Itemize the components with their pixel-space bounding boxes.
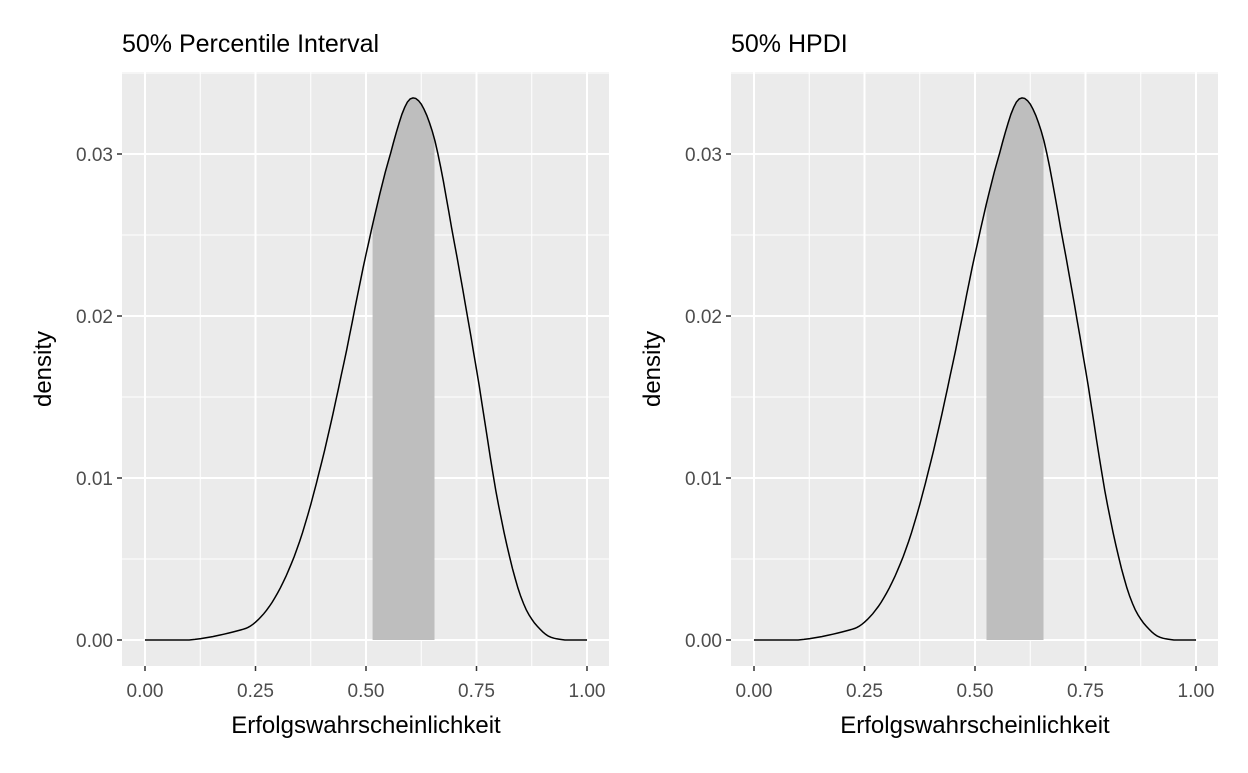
x-axis-title: Erfolgswahrscheinlichkeit bbox=[231, 712, 501, 739]
y-tick-label: 0.02 bbox=[76, 307, 113, 328]
x-tick-label: 0.75 bbox=[458, 681, 495, 702]
x-tick-label: 0.25 bbox=[237, 681, 274, 702]
y-tick-label: 0.00 bbox=[685, 631, 722, 652]
x-tick-label: 0.00 bbox=[127, 681, 164, 702]
y-tick-label: 0.01 bbox=[685, 469, 722, 490]
chart-title: 50% Percentile Interval bbox=[122, 30, 379, 58]
interval-region bbox=[986, 97, 1044, 640]
density-line bbox=[754, 97, 1196, 641]
y-tick-label: 0.03 bbox=[76, 145, 113, 166]
y-tick-label: 0.00 bbox=[76, 631, 113, 652]
y-axis-title: density bbox=[639, 331, 666, 407]
panel-percentile-interval: 50% Percentile Interval 0.00 0.25 0.50 0.75… bbox=[30, 30, 609, 739]
axis-ticks: 0.00 0.25 0.50 0.75 1.00 0.00 0.01 0.02 0.03 bbox=[685, 145, 1214, 702]
x-tick-label: 1.00 bbox=[1178, 681, 1215, 702]
panel-hpdi: 50% HPDI 0.00 0.25 0.50 0.75 1.000.000.010.0… bbox=[639, 30, 1218, 739]
y-tick-label: 0.02 bbox=[685, 307, 722, 328]
interval-area bbox=[986, 97, 1044, 640]
interval-region bbox=[372, 97, 435, 640]
y-tick-label: 0.01 bbox=[76, 469, 113, 490]
grid-lines bbox=[122, 72, 609, 666]
density-curve bbox=[754, 97, 1196, 641]
x-axis-title: Erfolgswahrscheinlichkeit bbox=[840, 712, 1110, 739]
x-tick-label: 0.00 bbox=[736, 681, 773, 702]
x-tick-label: 0.50 bbox=[348, 681, 385, 702]
axis-ticks: 0.00 0.25 0.50 0.75 1.00 0.00 0.01 0.02 0.03 bbox=[76, 145, 605, 702]
interval-area bbox=[372, 97, 435, 640]
x-tick-label: 0.25 bbox=[846, 681, 883, 702]
x-tick-label: 0.50 bbox=[957, 681, 994, 702]
density-line bbox=[145, 97, 587, 641]
y-axis-title: density bbox=[30, 331, 57, 407]
y-tick-label: 0.03 bbox=[685, 145, 722, 166]
density-curve bbox=[145, 97, 587, 641]
x-tick-label: 0.75 bbox=[1067, 681, 1104, 702]
x-tick-label: 1.00 bbox=[569, 681, 606, 702]
chart-title: 50% HPDI bbox=[731, 30, 848, 58]
